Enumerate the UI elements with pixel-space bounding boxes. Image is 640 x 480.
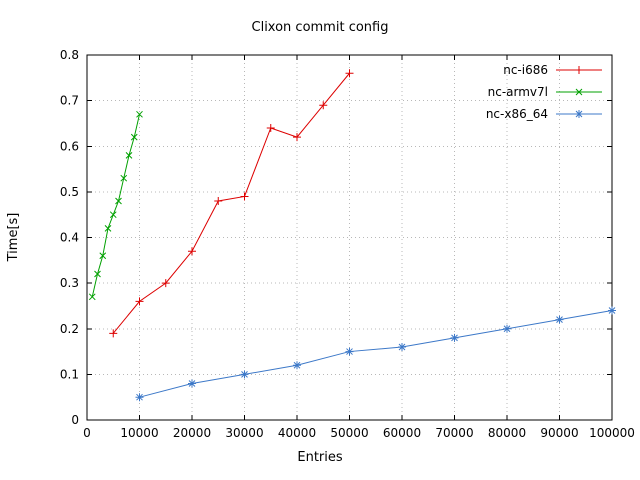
x-tick-label: 40000 (278, 426, 316, 440)
axis-ticks (86, 54, 613, 421)
series-line (91, 114, 140, 297)
y-tick-label: 0.3 (60, 276, 79, 290)
series-nc-x86_64 (135, 306, 616, 402)
legend-marker (575, 110, 583, 118)
series-markers (109, 69, 354, 338)
x-tick-label: 90000 (540, 426, 578, 440)
x-tick-label: 100000 (589, 426, 635, 440)
legend-entry: nc-i686 (503, 63, 602, 77)
y-tick-label: 0.8 (60, 48, 79, 62)
y-tick-label: 0.4 (60, 231, 79, 245)
y-tick-labels: 0 0.1 0.2 0.3 0.4 0.5 0.6 0.7 0.8 (60, 48, 79, 427)
x-tick-label: 20000 (173, 426, 211, 440)
x-tick-labels: 0 10000 20000 30000 40000 50000 60000 70000 8000… (83, 426, 635, 440)
x-tick-label: 50000 (330, 426, 368, 440)
y-tick-label: 0.7 (60, 94, 79, 108)
legend-marker (575, 88, 583, 96)
x-tick-label: 0 (83, 426, 91, 440)
x-tick-label: 70000 (435, 426, 473, 440)
series-line (139, 310, 613, 398)
y-tick-label: 0.1 (60, 367, 79, 381)
series-line (112, 72, 350, 334)
grid-lines (87, 55, 612, 420)
chart-title: Clixon commit config (251, 20, 389, 35)
series-nc-armv7l (88, 110, 143, 301)
legend-entry: nc-armv7l (488, 85, 602, 99)
legend-marker (575, 66, 583, 74)
x-axis-label: Entries (297, 450, 343, 465)
y-tick-label: 0.5 (60, 185, 79, 199)
y-tick-label: 0 (71, 413, 79, 427)
x-tick-label: 10000 (120, 426, 158, 440)
series-markers (88, 110, 143, 301)
y-tick-label: 0.2 (60, 322, 79, 336)
y-tick-label: 0.6 (60, 139, 79, 153)
legend-label: nc-i686 (503, 63, 548, 77)
series-markers (135, 306, 616, 402)
legend-label: nc-x86_64 (486, 107, 548, 121)
y-axis-label: Time[s] (6, 212, 21, 262)
legend-label: nc-armv7l (488, 85, 548, 99)
x-tick-label: 60000 (383, 426, 421, 440)
x-tick-label: 80000 (488, 426, 526, 440)
legend-entry: nc-x86_64 (486, 107, 602, 121)
series-nc-i686 (109, 69, 354, 338)
x-tick-label: 30000 (225, 426, 263, 440)
legend: nc-i686 nc-armv7l nc-x86_64 (486, 63, 602, 121)
